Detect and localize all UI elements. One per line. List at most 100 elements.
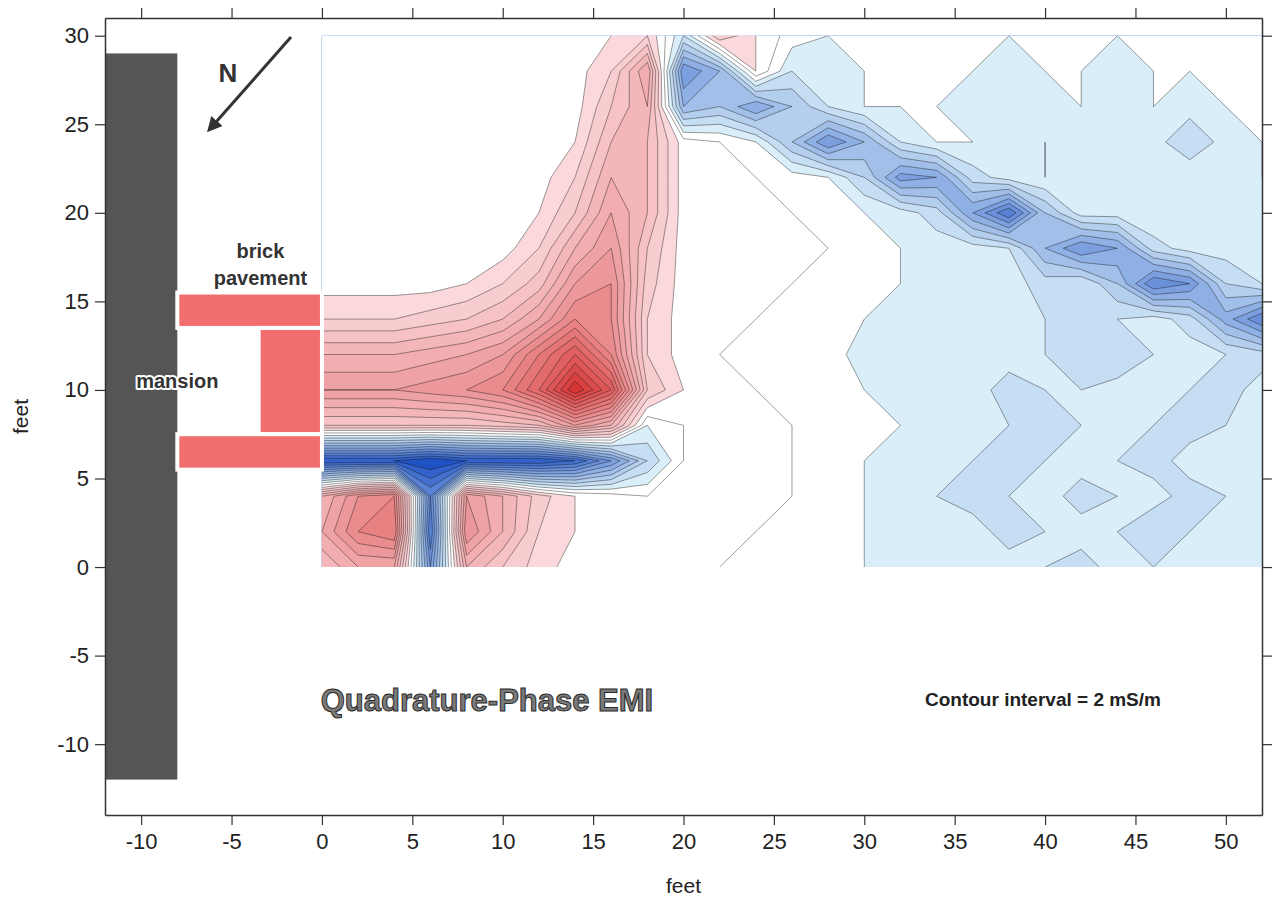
tick-label: 15 bbox=[65, 289, 89, 314]
tick-mark bbox=[95, 655, 105, 656]
tick-mark bbox=[503, 8, 504, 18]
tick-mark bbox=[1262, 124, 1272, 125]
contour-band bbox=[322, 62, 650, 567]
tick-mark bbox=[1262, 301, 1272, 302]
tick bbox=[412, 8, 413, 18]
tick-mark bbox=[231, 815, 232, 825]
tick-mark bbox=[95, 744, 105, 745]
contour-band bbox=[346, 284, 629, 550]
contour-band bbox=[515, 328, 622, 415]
tick: 15 bbox=[581, 815, 605, 854]
tick bbox=[1262, 36, 1272, 37]
pavement bbox=[177, 434, 322, 469]
tick-label: 5 bbox=[77, 466, 89, 491]
contour-band bbox=[322, 36, 1262, 567]
tick-mark bbox=[95, 124, 105, 125]
contour-band bbox=[539, 346, 615, 408]
contour-band bbox=[553, 363, 602, 400]
tick: 5 bbox=[407, 815, 419, 854]
tick bbox=[1045, 8, 1046, 18]
tick-mark bbox=[231, 8, 232, 18]
tick-mark bbox=[1045, 815, 1046, 825]
tick: 30 bbox=[853, 815, 877, 854]
axis-line bbox=[1262, 19, 1264, 816]
tick: 15 bbox=[65, 289, 105, 314]
tick bbox=[593, 8, 594, 18]
tick-mark bbox=[95, 301, 105, 302]
tick bbox=[141, 8, 142, 18]
tick: -10 bbox=[126, 815, 158, 854]
tick bbox=[1262, 124, 1272, 125]
arrow bbox=[209, 37, 291, 130]
tick-mark bbox=[503, 815, 504, 825]
tick bbox=[955, 8, 956, 18]
tick-mark bbox=[1135, 8, 1136, 18]
tick-mark bbox=[593, 815, 594, 825]
tick bbox=[1262, 213, 1272, 214]
tick bbox=[1262, 301, 1272, 302]
tick-label: -5 bbox=[222, 829, 242, 854]
tick: 25 bbox=[65, 112, 105, 137]
contour-band bbox=[322, 36, 1262, 567]
tick-label: 50 bbox=[1214, 829, 1238, 854]
tick-mark bbox=[141, 815, 142, 825]
tick-mark bbox=[1226, 8, 1227, 18]
axis: -10 -5 0 5 10 15 20 25 30 bbox=[57, 19, 105, 816]
contour-band bbox=[527, 337, 619, 411]
tick-mark bbox=[1262, 567, 1272, 568]
pavement bbox=[259, 328, 322, 434]
contour-band bbox=[322, 53, 653, 567]
tick bbox=[1262, 744, 1272, 745]
feature-label: brickpavement bbox=[214, 240, 308, 289]
tick-mark bbox=[95, 567, 105, 568]
tick bbox=[1262, 656, 1272, 657]
contour-band bbox=[322, 36, 1262, 567]
contour-band bbox=[322, 36, 1262, 567]
contour-band bbox=[322, 36, 1262, 567]
north-arrow: N bbox=[209, 37, 291, 130]
tick-mark bbox=[864, 815, 865, 825]
tick-label: 25 bbox=[762, 829, 786, 854]
contour-band bbox=[322, 36, 1262, 567]
tick-label: 20 bbox=[65, 200, 89, 225]
tick-label: -5 bbox=[69, 643, 89, 668]
tick-label: 40 bbox=[1033, 829, 1057, 854]
tick-label: 30 bbox=[65, 23, 89, 48]
tick-mark bbox=[683, 815, 684, 825]
contour-band bbox=[322, 36, 1262, 567]
axis bbox=[106, 8, 1263, 19]
tick-label: 10 bbox=[65, 377, 89, 402]
contour-band bbox=[322, 248, 633, 558]
tick-label: 35 bbox=[943, 829, 967, 854]
tick-label: 25 bbox=[65, 112, 89, 137]
contour-band bbox=[322, 36, 1262, 567]
tick: 45 bbox=[1124, 815, 1148, 854]
tick-mark bbox=[1262, 655, 1272, 656]
tick-mark bbox=[95, 213, 105, 214]
tick bbox=[232, 8, 233, 18]
mansion-outline bbox=[105, 53, 177, 779]
tick-label: -10 bbox=[126, 829, 158, 854]
tick-mark bbox=[412, 8, 413, 18]
tick-mark bbox=[95, 390, 105, 391]
tick: 0 bbox=[316, 815, 328, 854]
tick-label: 20 bbox=[672, 829, 696, 854]
feature-label: mansion bbox=[136, 370, 218, 392]
tick: -10 bbox=[57, 732, 105, 757]
tick-mark bbox=[412, 815, 413, 825]
tick-label: 0 bbox=[77, 555, 89, 580]
tick-mark bbox=[322, 8, 323, 18]
site-features bbox=[105, 53, 322, 779]
tick-mark bbox=[1226, 815, 1227, 825]
tick-label: -10 bbox=[57, 732, 89, 757]
tick bbox=[684, 8, 685, 18]
tick-mark bbox=[774, 815, 775, 825]
tick bbox=[1262, 567, 1272, 568]
axis-title: feet bbox=[9, 399, 32, 434]
tick-label: 15 bbox=[581, 829, 605, 854]
tick-mark bbox=[95, 478, 105, 479]
axis-title: feet bbox=[666, 874, 701, 897]
tick-mark bbox=[1262, 744, 1272, 745]
contour-band bbox=[322, 36, 828, 567]
tick-mark bbox=[593, 8, 594, 18]
